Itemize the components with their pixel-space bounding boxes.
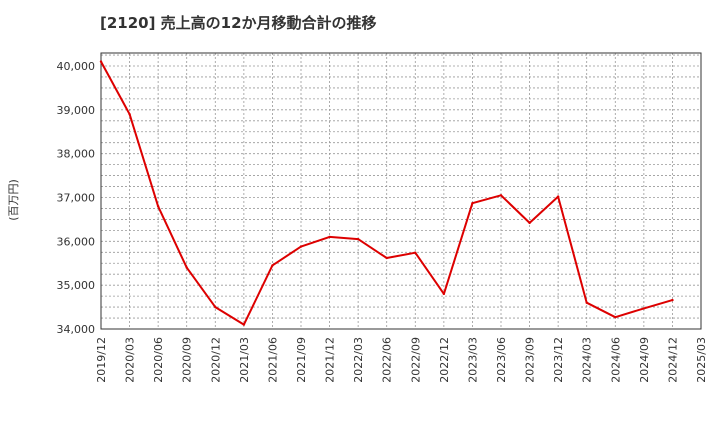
data-point bbox=[642, 307, 646, 310]
y-axis-label: (百万円) bbox=[7, 179, 20, 221]
plot-area bbox=[101, 53, 701, 329]
data-point bbox=[414, 251, 417, 254]
data-point bbox=[499, 194, 503, 197]
y-tick-label: 38,000 bbox=[57, 148, 96, 161]
data-point bbox=[671, 298, 674, 302]
chart-title: [2120] 売上高の12か月移動合計の推移 bbox=[100, 14, 377, 32]
data-point bbox=[156, 205, 160, 208]
data-point bbox=[271, 264, 274, 267]
data-point bbox=[128, 113, 131, 116]
data-point bbox=[99, 60, 103, 63]
grid bbox=[101, 53, 702, 329]
x-tick-label: 2020/09 bbox=[181, 337, 194, 383]
data-point bbox=[556, 195, 560, 198]
x-tick-label: 2023/12 bbox=[552, 337, 565, 383]
plot-frame bbox=[100, 52, 702, 330]
y-tick-label: 40,000 bbox=[57, 60, 96, 73]
y-tick-labels: 34,000 35,000 36,000 37,000 38,000 39,000 40,0… bbox=[57, 60, 96, 336]
x-tick-label: 2021/03 bbox=[238, 337, 251, 383]
data-point bbox=[242, 323, 246, 326]
x-tick-label: 2019/12 bbox=[95, 337, 108, 383]
data-point bbox=[385, 256, 388, 260]
data-point bbox=[185, 266, 188, 269]
y-tick-label: 35,000 bbox=[57, 279, 96, 292]
y-tick-label: 34,000 bbox=[57, 323, 96, 336]
x-tick-label: 2022/06 bbox=[381, 337, 394, 383]
x-tick-label: 2020/03 bbox=[124, 337, 137, 383]
x-tick-label: 2020/12 bbox=[209, 337, 222, 383]
data-point bbox=[299, 245, 303, 248]
x-tick-label: 2022/12 bbox=[438, 337, 451, 383]
x-tick-label: 2020/06 bbox=[152, 337, 165, 383]
x-tick-label: 2024/12 bbox=[666, 337, 679, 383]
x-tick-label: 2023/03 bbox=[466, 337, 479, 383]
data-point bbox=[471, 201, 474, 205]
x-tick-label: 2021/06 bbox=[266, 337, 279, 383]
y-tick-label: 37,000 bbox=[57, 192, 96, 205]
data-point bbox=[528, 221, 531, 225]
data-point bbox=[585, 301, 588, 304]
x-tick-label: 2022/03 bbox=[352, 337, 365, 383]
data-point bbox=[614, 315, 617, 319]
data-point bbox=[328, 235, 331, 239]
data-point bbox=[442, 292, 446, 296]
y-tick-label: 36,000 bbox=[57, 235, 96, 248]
data-point bbox=[356, 237, 360, 241]
data-point bbox=[214, 305, 217, 309]
x-tick-label: 2024/06 bbox=[609, 337, 622, 383]
x-tick-label: 2025/03 bbox=[695, 337, 708, 383]
axes bbox=[100, 52, 702, 330]
x-tick-label: 2024/09 bbox=[638, 337, 651, 383]
x-tick-label: 2023/09 bbox=[524, 337, 537, 383]
series-layer bbox=[99, 60, 674, 326]
x-tick-label: 2021/09 bbox=[295, 337, 308, 383]
x-tick-labels: 2019/12 2020/03 2020/06 2020/09 2020/12 2021/… bbox=[95, 337, 708, 383]
x-tick-label: 2022/09 bbox=[409, 337, 422, 383]
y-tick-label: 39,000 bbox=[57, 104, 96, 117]
x-tick-label: 2023/06 bbox=[495, 337, 508, 383]
x-tick-label: 2021/12 bbox=[324, 337, 337, 383]
x-tick-label: 2024/03 bbox=[581, 337, 594, 383]
